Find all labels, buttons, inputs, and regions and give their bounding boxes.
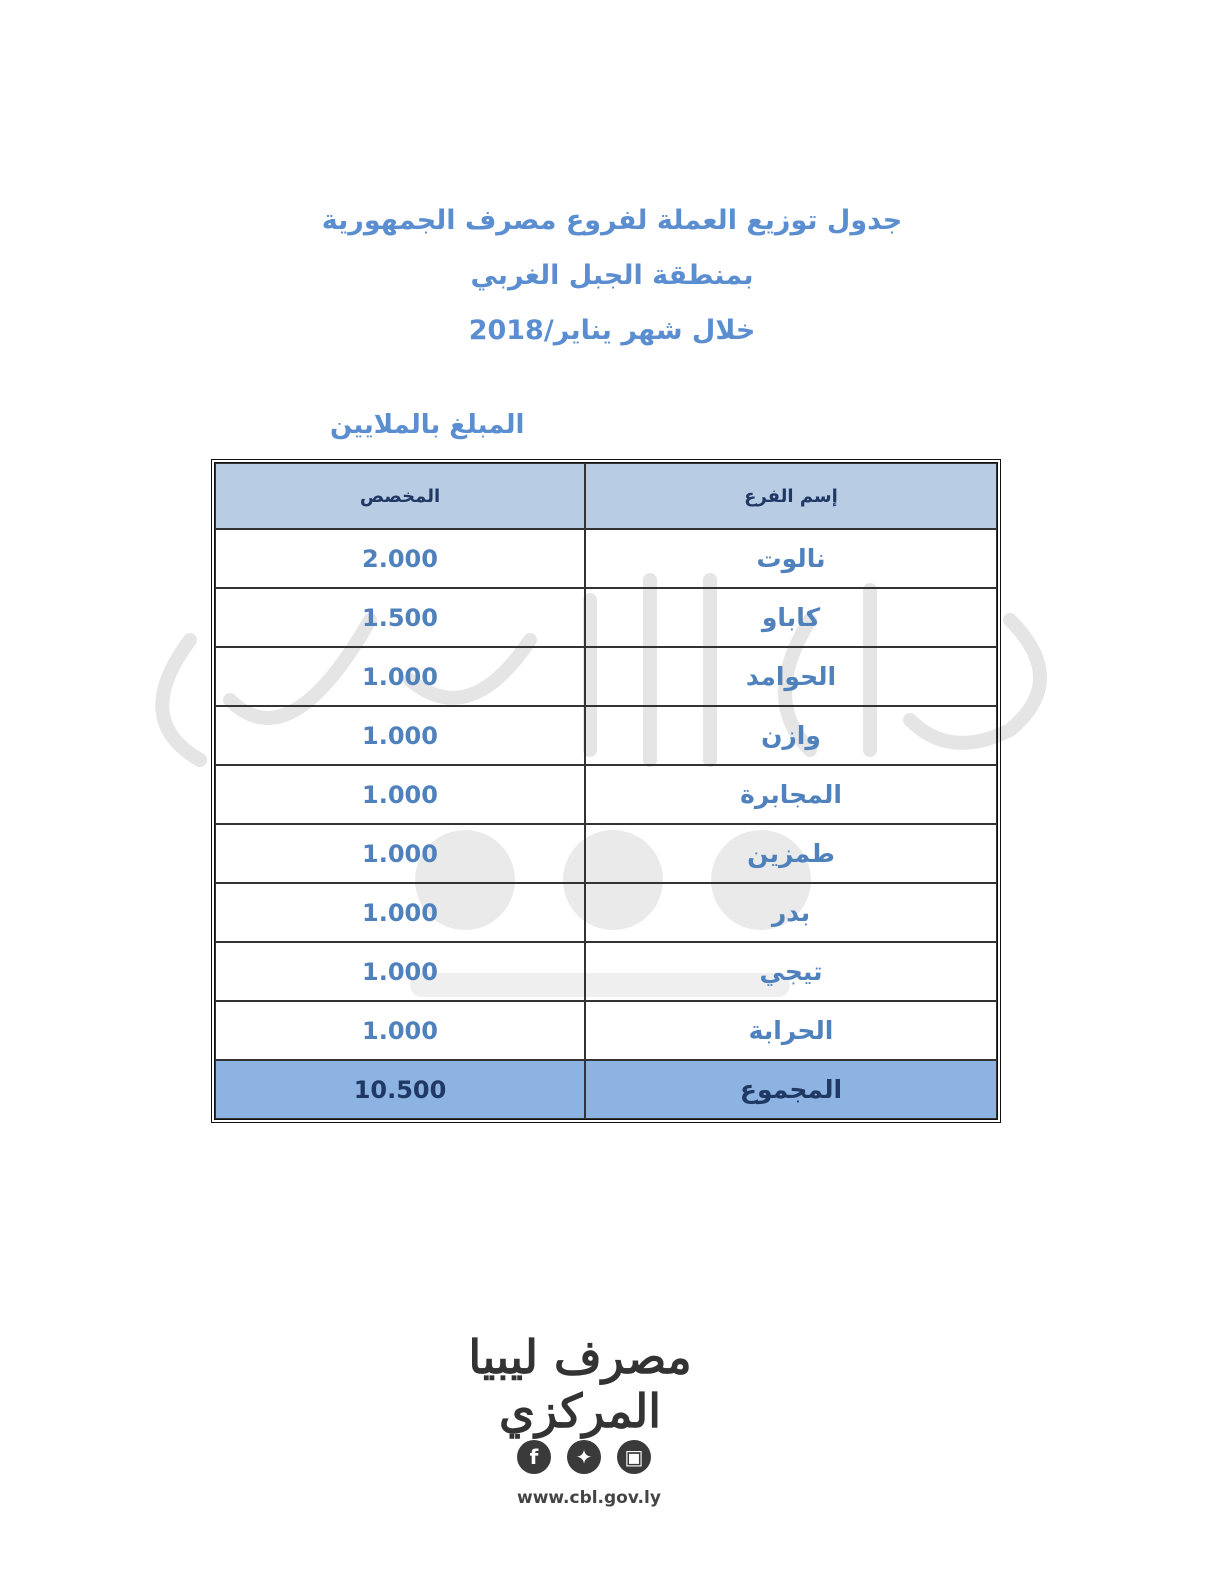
branch-cell: الحوامد	[585, 647, 997, 706]
total-row: المجموع 10.500	[215, 1060, 997, 1119]
table-row: تيجي 1.000	[215, 942, 997, 1001]
table-row: بدر 1.000	[215, 883, 997, 942]
table-row: كاباو 1.500	[215, 588, 997, 647]
table-row: وازن 1.000	[215, 706, 997, 765]
allocation-cell: 1.000	[215, 883, 585, 942]
table-row: طمزين 1.000	[215, 824, 997, 883]
title-line-2: بمنطقة الجبل الغربي	[470, 260, 754, 291]
branch-cell: نالوت	[585, 529, 997, 588]
allocation-cell: 1.000	[215, 765, 585, 824]
branch-cell: تيجي	[585, 942, 997, 1001]
branch-cell: بدر	[585, 883, 997, 942]
table-row: نالوت 2.000	[215, 529, 997, 588]
total-value: 10.500	[215, 1060, 585, 1119]
allocation-cell: 1.000	[215, 647, 585, 706]
header-branch: إسم الفرع	[585, 463, 997, 529]
website-url[interactable]: www.cbl.gov.ly	[517, 1488, 661, 1508]
allocation-cell: 2.000	[215, 529, 585, 588]
watermark-url	[410, 973, 790, 997]
allocation-table: إسم الفرع المخصص نالوت 2.000 كاباو 1.500 الح…	[211, 459, 1001, 1123]
watermark-social-icons	[415, 830, 811, 930]
title-line-3: خلال شهر يناير/2018	[468, 315, 756, 346]
cbl-logo: مصرف ليبيا المركزي	[468, 1330, 692, 1438]
facebook-icon[interactable]: f	[517, 1440, 551, 1474]
table-row: الحوامد 1.000	[215, 647, 997, 706]
twitter-icon[interactable]: ✦	[567, 1440, 601, 1474]
branch-cell: كاباو	[585, 588, 997, 647]
watermark-twitter-icon	[563, 830, 663, 930]
watermark-facebook-icon	[415, 830, 515, 930]
watermark-logo	[155, 573, 1047, 767]
social-icons: f ✦ ▣	[517, 1440, 651, 1474]
table-row: الحرابة 1.000	[215, 1001, 997, 1060]
table-header-row: إسم الفرع المخصص	[215, 463, 997, 529]
allocation-cell: 1.000	[215, 706, 585, 765]
allocation-cell: 1.000	[215, 1001, 585, 1060]
instagram-icon[interactable]: ▣	[617, 1440, 651, 1474]
allocation-cell: 1.000	[215, 942, 585, 1001]
unit-note: المبلغ بالملايين	[330, 410, 525, 440]
branch-cell: الحرابة	[585, 1001, 997, 1060]
header-allocation: المخصص	[215, 463, 585, 529]
branch-cell: المجابرة	[585, 765, 997, 824]
title-line-1: جدول توزيع العملة لفروع مصرف الجمهورية	[321, 205, 903, 236]
table-row: المجابرة 1.000	[215, 765, 997, 824]
branch-cell: وازن	[585, 706, 997, 765]
allocation-cell: 1.500	[215, 588, 585, 647]
total-label: المجموع	[585, 1060, 997, 1119]
watermark-instagram-icon	[711, 830, 811, 930]
allocation-cell: 1.000	[215, 824, 585, 883]
branch-cell: طمزين	[585, 824, 997, 883]
